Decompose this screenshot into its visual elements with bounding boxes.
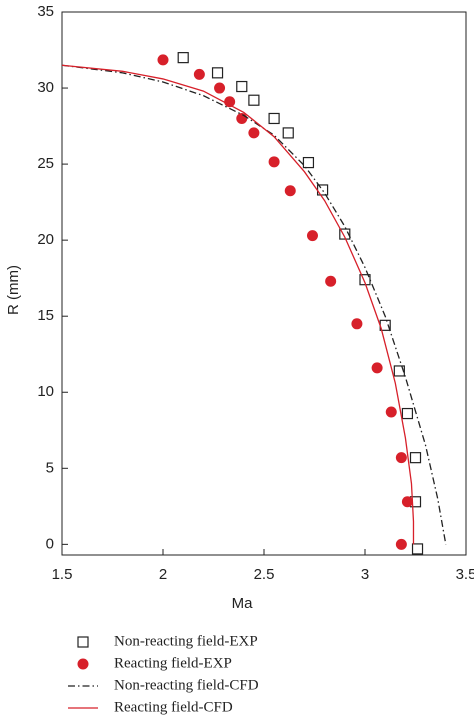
square-marker	[393, 365, 405, 377]
cfd-line	[61, 64, 447, 545]
square-marker	[236, 80, 248, 93]
legend-label: Non-reacting field-EXP	[114, 633, 258, 649]
x-tick-label: 3	[361, 566, 369, 583]
square-marker	[411, 543, 424, 555]
square-marker	[268, 112, 280, 125]
circle-marker	[268, 156, 280, 168]
y-tick-label: 5	[46, 459, 54, 476]
circle-marker	[214, 82, 226, 94]
circle-marker	[395, 452, 407, 464]
circle-marker	[395, 538, 407, 550]
square-marker	[282, 127, 294, 139]
circle-marker	[157, 54, 169, 66]
x-tick-label: 1.5	[52, 566, 73, 583]
square-marker	[339, 228, 351, 240]
x-axis-label: Ma	[232, 595, 253, 612]
circle-marker	[224, 96, 236, 108]
y-tick-label: 30	[37, 79, 54, 96]
y-tick-label: 10	[37, 383, 54, 400]
y-tick-label: 15	[37, 307, 54, 324]
circle-marker	[77, 658, 89, 670]
square-marker	[409, 452, 422, 464]
legend: Non-reacting field-EXP Reacting field-EXP…	[68, 633, 259, 715]
square-marker	[302, 156, 315, 169]
square-marker	[77, 636, 89, 648]
circle-marker	[401, 496, 413, 508]
square-marker	[211, 67, 224, 79]
circle-marker	[325, 275, 337, 287]
y-tick-label: 35	[37, 3, 54, 20]
circle-marker	[385, 406, 397, 418]
circle-marker	[371, 362, 383, 374]
legend-label: Non-reacting field-CFD	[114, 677, 259, 693]
square-marker	[401, 407, 414, 420]
legend-label: Reacting field-CFD	[114, 699, 233, 715]
circle-marker	[248, 127, 260, 139]
x-tick-label: 2	[159, 566, 167, 583]
circle-marker	[193, 68, 205, 80]
square-marker	[248, 94, 260, 106]
x-tick-label: 2.5	[254, 566, 275, 583]
y-tick-label: 0	[46, 535, 54, 552]
x-tick-label: 3.5	[456, 566, 474, 583]
cfd-line	[61, 64, 415, 545]
circle-marker	[284, 185, 296, 197]
circle-marker	[351, 318, 363, 330]
square-marker	[359, 274, 371, 286]
plot-frame	[61, 11, 467, 556]
y-axis-label: R (mm)	[5, 265, 22, 315]
y-tick-label: 25	[37, 155, 54, 172]
legend-label: Reacting field-EXP	[114, 655, 232, 671]
circle-marker	[306, 230, 318, 242]
square-marker	[177, 52, 189, 64]
y-tick-label: 20	[37, 231, 54, 248]
